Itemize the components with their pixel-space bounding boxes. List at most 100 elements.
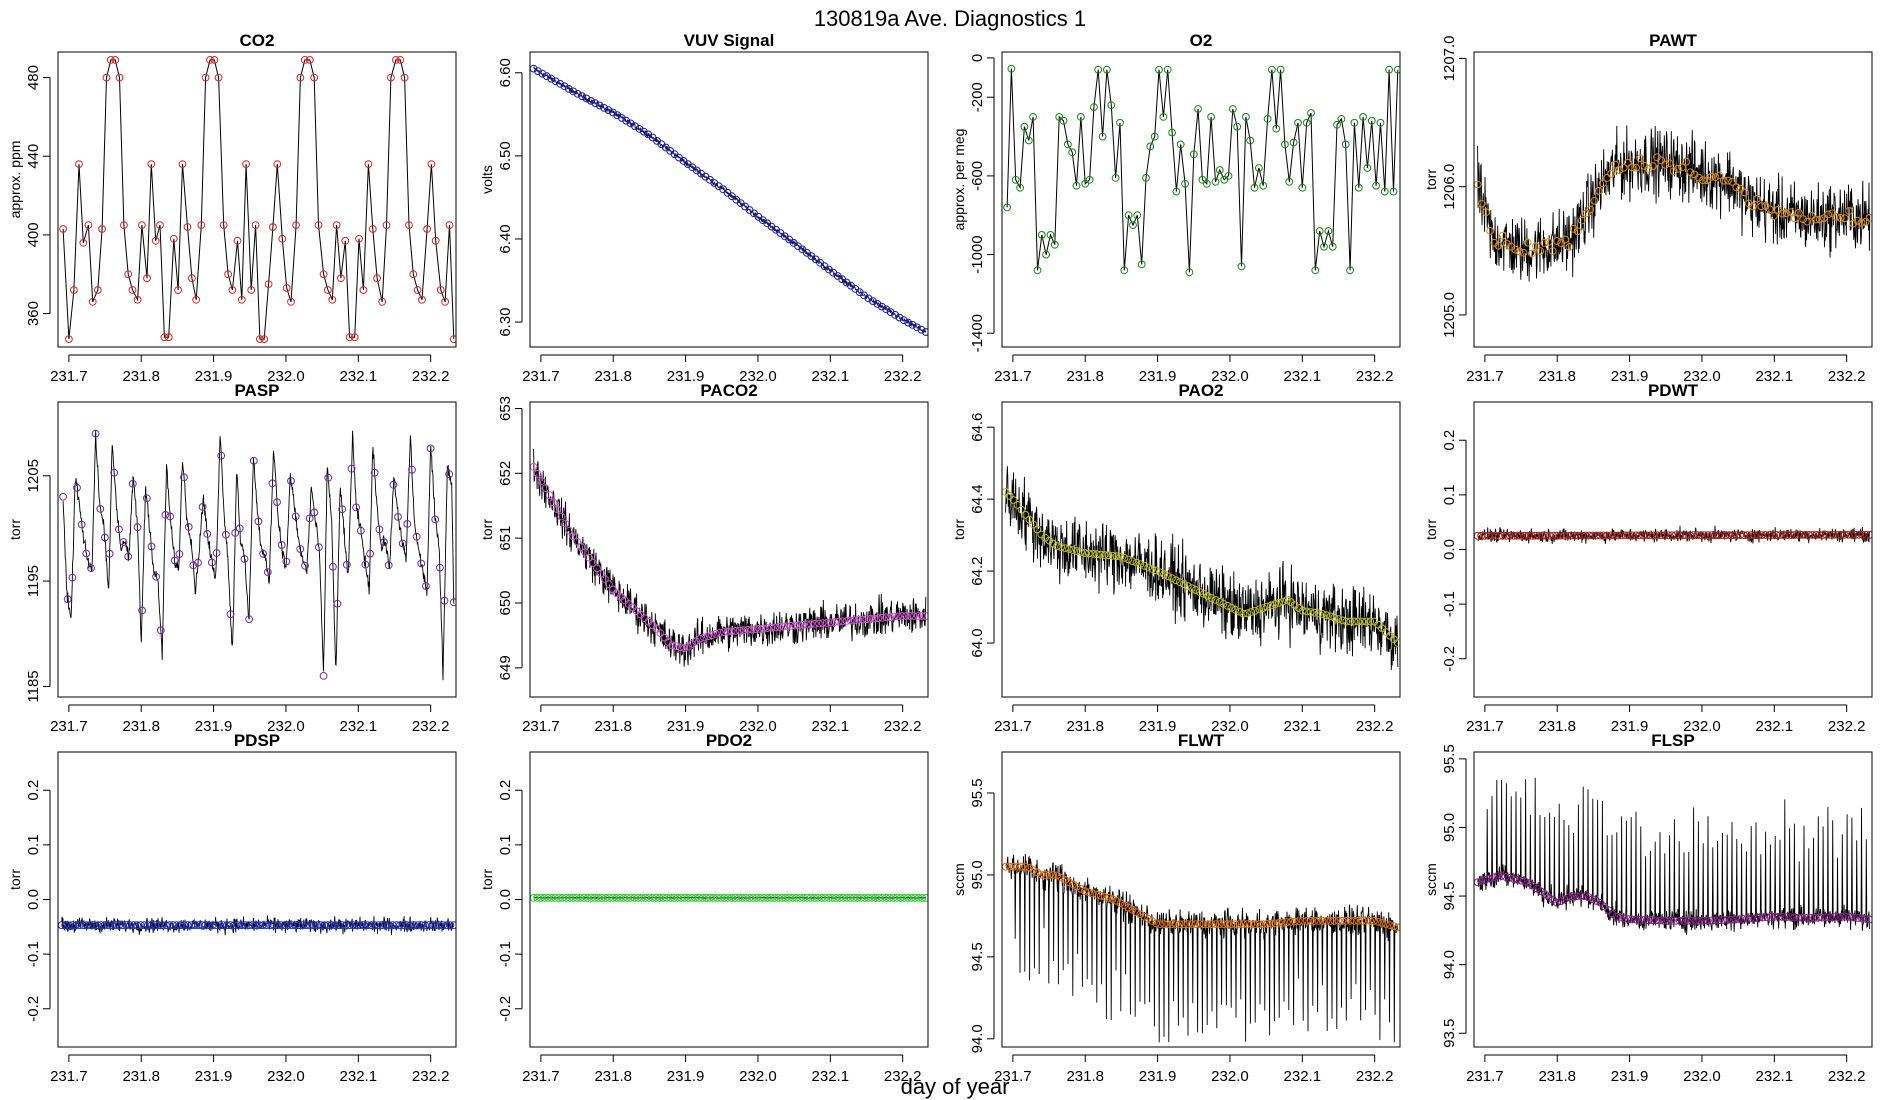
data-point [660,633,669,642]
data-point [834,617,843,626]
plot-area [59,429,456,681]
data-point [256,335,264,344]
y-axis: -1400 -1000 -600 -200 0 [969,54,995,352]
data-point [1699,176,1707,185]
data-point [1259,920,1267,928]
data-point [668,641,677,650]
data-point [110,468,119,477]
data-point [1337,115,1346,123]
data-point [166,512,175,521]
data-point [235,524,244,533]
data-point [1007,64,1016,73]
data-point [1011,175,1020,184]
data-point [396,56,405,64]
data-point [1770,912,1779,921]
data-point [1846,913,1854,921]
data-point [1077,113,1085,121]
x-axis: 231.7 231.8 231.9 232.0 232.1 232.2 [522,1054,921,1085]
data-point [175,550,184,558]
data-point [1723,915,1732,924]
data-point [178,160,187,169]
data-point [1146,142,1155,151]
data-point [1156,568,1164,577]
data-point [133,295,142,304]
data-point [214,73,223,82]
data-point [310,73,319,82]
data-point [712,630,720,638]
data-point [111,56,120,64]
panel-title: FLSP [1651,731,1694,750]
data-point [375,525,384,534]
data-point [156,221,164,230]
x-tick-label: 231.8 [1538,1068,1576,1085]
series-line-pdsp [61,915,455,936]
data-point [1144,914,1153,923]
x-tick-label: 232.1 [1756,1068,1794,1085]
data-point [1590,196,1599,205]
data-point [704,632,712,641]
y-axis: 93.5 94.0 94.5 95.0 95.5 [1441,744,1467,1048]
data-point [815,619,823,628]
data-point [1112,896,1121,905]
data-point [921,612,928,620]
data-point [1120,266,1129,275]
data-point [1359,113,1367,121]
data-point [551,77,560,86]
data-point [208,558,216,567]
data-point [561,519,570,528]
data-point [1798,913,1807,922]
data-point [1053,542,1061,550]
data-point [287,477,295,485]
data-point [1747,914,1755,923]
data-point [296,545,305,553]
data-point [908,321,917,329]
data-point [1334,916,1343,925]
y-axis: -0.2 -0.1 0.0 0.1 0.2 [1441,430,1467,672]
data-point [1611,160,1620,169]
data-point [635,124,644,133]
data-point [799,621,807,629]
data-point [874,614,883,622]
data-point [277,541,286,549]
data-point [1144,563,1153,572]
data-point [1363,164,1372,172]
data-point [212,549,221,557]
data-point [1055,113,1064,121]
data-point [1759,913,1767,922]
data-point [226,610,235,619]
data-point [688,640,696,648]
data-point [1148,565,1157,573]
data-point [1624,915,1633,923]
data-point [1160,570,1168,579]
data-point [1164,572,1172,581]
y-tick-label: 95.0 [969,860,986,889]
data-point [1519,248,1528,257]
data-point [1732,183,1741,192]
data-point [1338,916,1347,925]
data-point [591,99,600,108]
data-point [1389,187,1398,196]
data-point [1033,525,1042,534]
data-point [1279,918,1287,927]
data-point [1350,118,1359,127]
data-point [260,335,269,344]
series-line-flwt [1005,853,1399,1043]
data-point [431,515,440,524]
x-tick-label: 231.7 [50,1068,88,1085]
data-point [1811,215,1820,224]
data-point [1640,162,1649,170]
x-tick-label: 231.8 [122,718,160,735]
data-point [1497,872,1506,880]
data-point [700,633,708,642]
data-point [1715,916,1724,924]
data-point [338,505,347,514]
data-point [1703,916,1712,925]
x-tick-label: 232.2 [884,718,922,735]
data-point [1740,188,1749,197]
panel-title: VUV Signal [684,31,775,50]
panel-co2: CO2 231.7 231.8 231.9 232.0 232.1 232.2 360 400 4… [7,31,457,385]
data-point [1326,612,1335,621]
data-point [1840,214,1849,223]
data-point [1207,920,1216,928]
data-point [345,333,354,342]
